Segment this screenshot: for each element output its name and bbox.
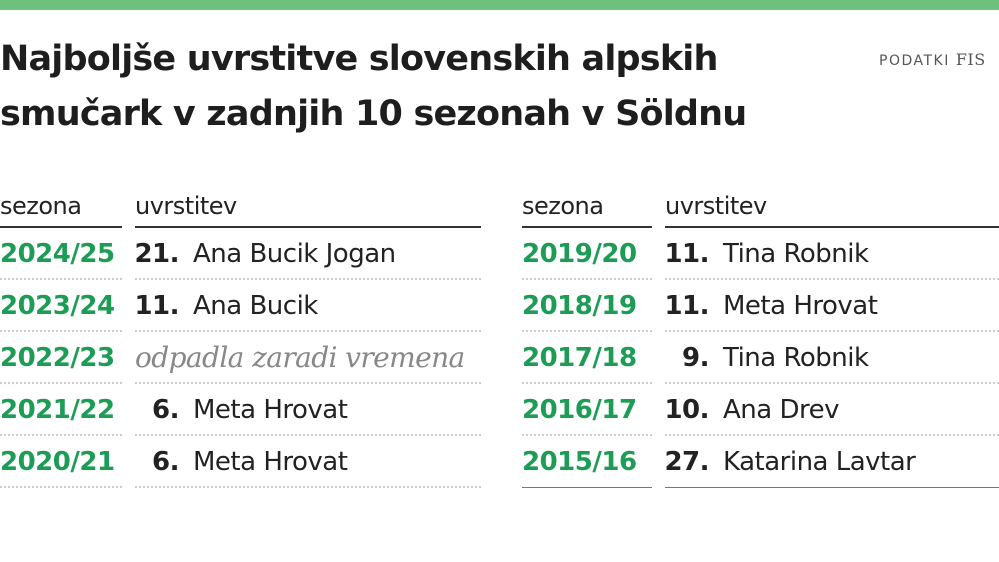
row-divider	[522, 382, 652, 384]
athlete-name: Tina Robnik	[723, 239, 869, 269]
season-cell: 2018/19	[522, 291, 637, 321]
rank-cell: 11.	[664, 291, 709, 321]
table-row: 2022/23 odpadla zaradi vremena	[0, 332, 481, 384]
row-divider	[135, 382, 481, 384]
rank-cell: 11.	[664, 239, 709, 269]
header-divider	[522, 226, 652, 228]
source-label: PODATKI	[879, 53, 950, 69]
season-cell: 2023/24	[0, 291, 115, 321]
title-line-2: smučark v zadnjih 10 sezonah v Söldnu	[0, 94, 747, 134]
header-placement: uvrstitev	[135, 192, 237, 220]
header-divider	[135, 226, 481, 228]
header-season: sezona	[522, 192, 604, 220]
season-cell: 2020/21	[0, 447, 115, 477]
rank-cell: 27.	[664, 447, 709, 477]
row-divider	[522, 330, 652, 332]
page-title: Najboljše uvrstitve slovenskih alpskih s…	[0, 32, 747, 142]
athlete-name: Ana Drev	[723, 395, 839, 425]
row-divider	[0, 278, 122, 280]
header-divider	[0, 226, 122, 228]
season-cell: 2017/18	[522, 343, 637, 373]
row-divider	[522, 278, 652, 280]
row-divider	[522, 434, 652, 436]
athlete-name: Meta Hrovat	[193, 395, 348, 425]
header-placement: uvrstitev	[665, 192, 767, 220]
cancelled-note: odpadla zaradi vremena	[135, 341, 465, 374]
header-divider	[665, 226, 999, 228]
athlete-name: Ana Bucik	[193, 291, 318, 321]
table-header: sezona uvrstitev	[0, 184, 481, 228]
athlete-name: Tina Robnik	[723, 343, 869, 373]
rank-cell: 21.	[134, 239, 179, 269]
results-table-right: sezona uvrstitev 2019/20 11. Tina Robnik …	[522, 184, 999, 488]
rank-cell: 6.	[152, 395, 179, 425]
season-cell: 2022/23	[0, 343, 115, 373]
row-divider	[522, 487, 652, 488]
athlete-name: Meta Hrovat	[193, 447, 348, 477]
row-divider	[665, 278, 999, 280]
row-divider	[665, 434, 999, 436]
season-cell: 2015/16	[522, 447, 637, 477]
row-divider	[135, 434, 481, 436]
row-divider	[0, 486, 122, 488]
title-line-1: Najboljše uvrstitve slovenskih alpskih	[0, 39, 718, 79]
table-row: 2017/18 9. Tina Robnik	[522, 332, 999, 384]
row-divider	[665, 330, 999, 332]
table-row: 2024/25 21. Ana Bucik Jogan	[0, 228, 481, 280]
row-divider	[665, 487, 999, 488]
rank-cell: 10.	[664, 395, 709, 425]
row-divider	[0, 382, 122, 384]
source-name: FIS	[955, 50, 986, 69]
row-divider	[135, 330, 481, 332]
row-divider	[0, 330, 122, 332]
athlete-name: Katarina Lavtar	[723, 447, 916, 477]
season-cell: 2019/20	[522, 239, 637, 269]
row-divider	[0, 434, 122, 436]
row-divider	[135, 486, 481, 488]
table-header: sezona uvrstitev	[522, 184, 999, 228]
athlete-name: Meta Hrovat	[723, 291, 878, 321]
row-divider	[135, 278, 481, 280]
table-row: 2016/17 10. Ana Drev	[522, 384, 999, 436]
source-credit: PODATKI FIS	[879, 50, 986, 69]
results-table-left: sezona uvrstitev 2024/25 21. Ana Bucik Jo…	[0, 184, 481, 488]
row-divider	[665, 382, 999, 384]
table-row: 2019/20 11. Tina Robnik	[522, 228, 999, 280]
season-cell: 2024/25	[0, 239, 115, 269]
table-row: 2023/24 11. Ana Bucik	[0, 280, 481, 332]
table-row: 2020/21 6. Meta Hrovat	[0, 436, 481, 488]
season-cell: 2016/17	[522, 395, 637, 425]
season-cell: 2021/22	[0, 395, 115, 425]
table-row: 2018/19 11. Meta Hrovat	[522, 280, 999, 332]
header-season: sezona	[0, 192, 82, 220]
accent-bar	[0, 0, 999, 10]
table-row: 2015/16 27. Katarina Lavtar	[522, 436, 999, 488]
table-row: 2021/22 6. Meta Hrovat	[0, 384, 481, 436]
rank-cell: 6.	[152, 447, 179, 477]
rank-cell: 11.	[134, 291, 179, 321]
rank-cell: 9.	[682, 343, 709, 373]
athlete-name: Ana Bucik Jogan	[193, 239, 396, 269]
